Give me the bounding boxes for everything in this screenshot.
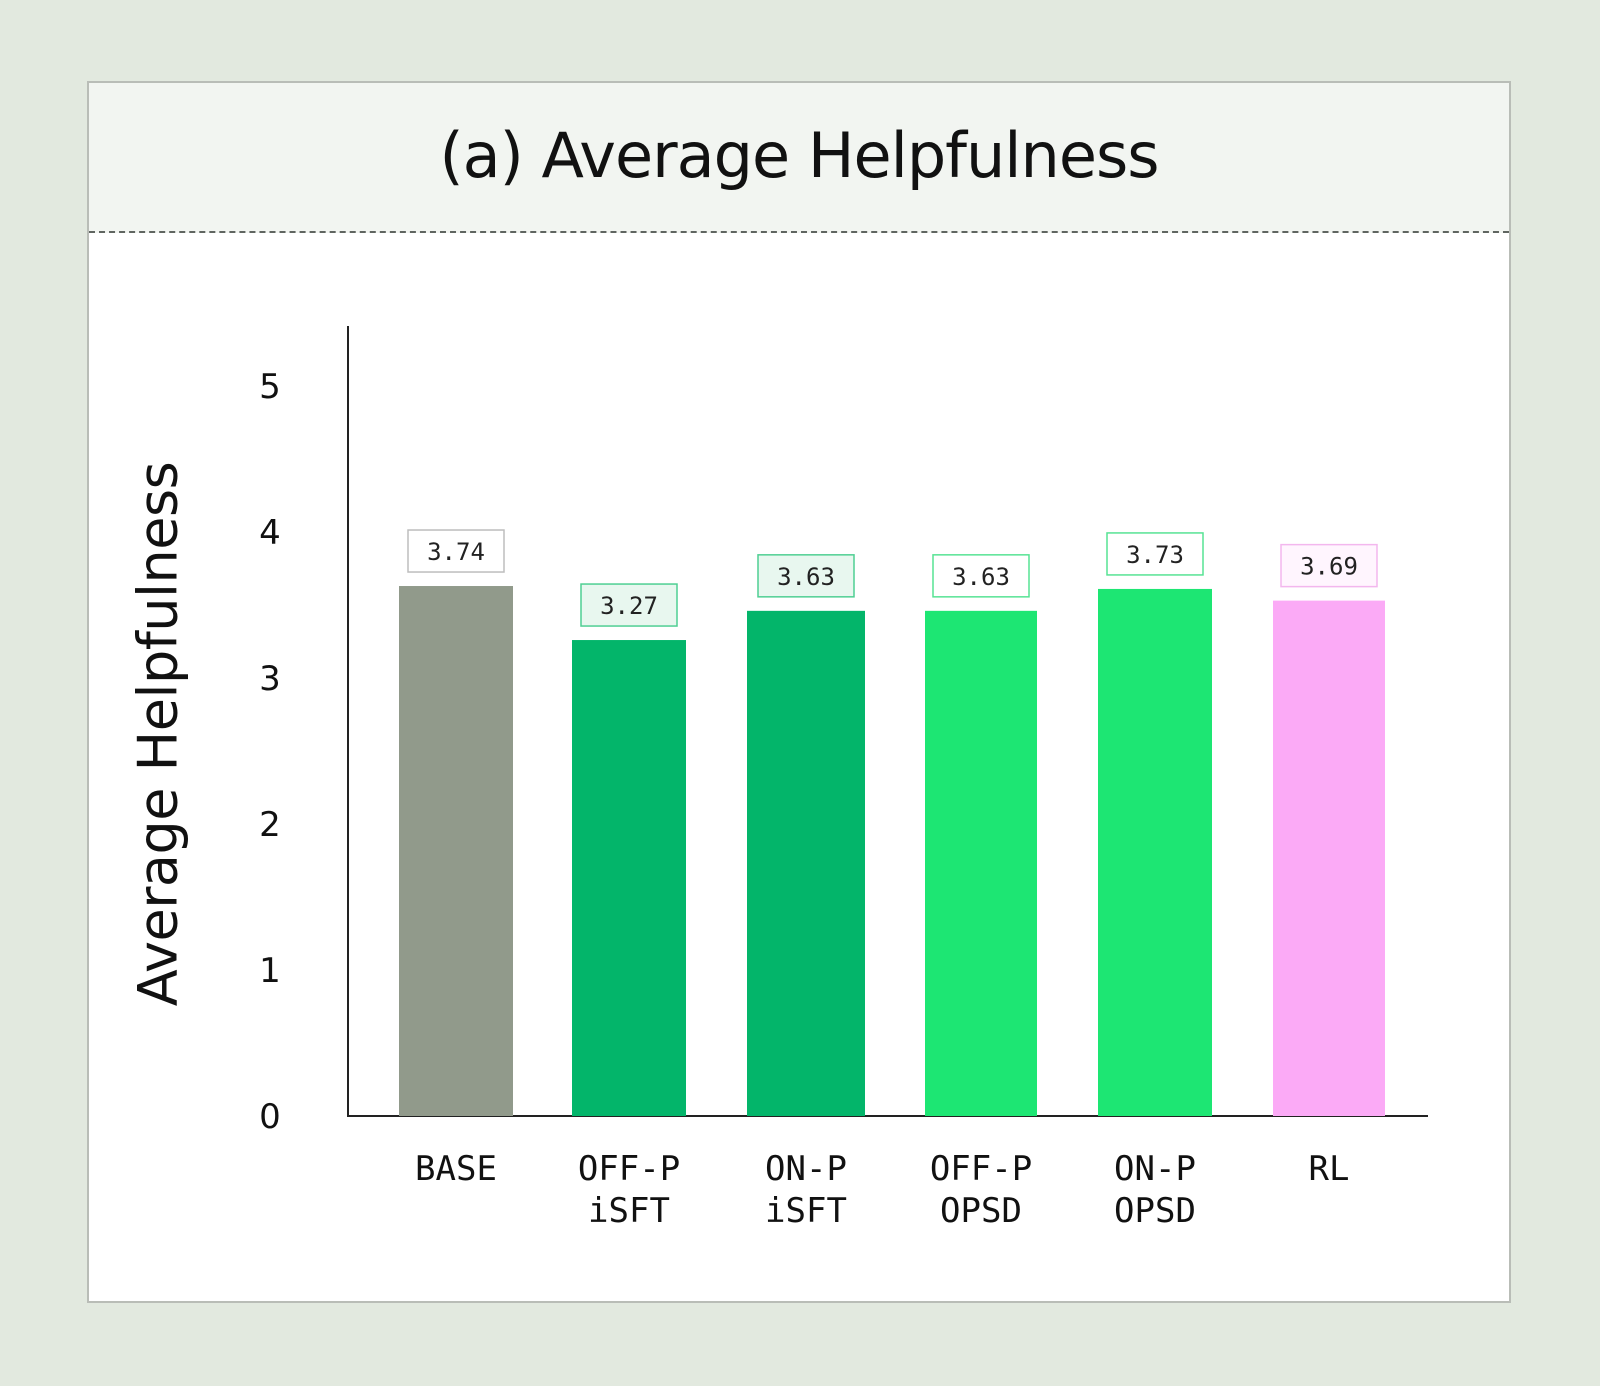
value-label-box	[580, 583, 678, 627]
x-tick-label: ON-P	[1114, 1149, 1196, 1189]
x-tick-label: ON-P	[765, 1149, 847, 1189]
value-label: 3.74	[427, 538, 485, 566]
value-label-box	[932, 554, 1030, 598]
x-tick-label: BASE	[415, 1149, 497, 1189]
y-tick-label: 1	[259, 951, 281, 991]
x-tick-label: iSFT	[588, 1191, 670, 1231]
y-tick-label: 4	[259, 513, 281, 553]
bar	[747, 610, 865, 1116]
value-label-box	[1106, 532, 1204, 576]
value-label: 3.27	[600, 592, 658, 620]
bar	[572, 640, 686, 1116]
y-tick-label: 2	[259, 805, 281, 845]
x-tick-label: iSFT	[765, 1191, 847, 1231]
bar	[1098, 588, 1212, 1116]
value-label: 3.63	[952, 563, 1010, 591]
chart-title: (a) Average Helpfulness	[439, 118, 1159, 192]
bar	[399, 586, 513, 1116]
value-label: 3.63	[777, 563, 835, 591]
chart-header: (a) Average Helpfulness	[89, 83, 1509, 233]
x-tick-label: OPSD	[940, 1191, 1022, 1231]
value-label-box	[1280, 543, 1378, 588]
bar	[1273, 600, 1385, 1116]
bar	[925, 610, 1037, 1116]
y-tick-label: 5	[259, 367, 281, 407]
x-tick-label: OFF-P	[578, 1149, 680, 1189]
value-label-box	[757, 554, 855, 598]
y-axis-label: Average Helpfulness	[126, 461, 190, 1007]
x-tick-label: OFF-P	[930, 1149, 1032, 1189]
y-tick-label: 0	[259, 1097, 281, 1137]
x-tick-label: OPSD	[1114, 1191, 1196, 1231]
value-label: 3.73	[1126, 541, 1184, 569]
value-label-box	[407, 529, 505, 573]
value-label: 3.69	[1300, 553, 1358, 581]
y-tick-label: 3	[259, 659, 281, 699]
x-tick-label: RL	[1309, 1149, 1350, 1189]
